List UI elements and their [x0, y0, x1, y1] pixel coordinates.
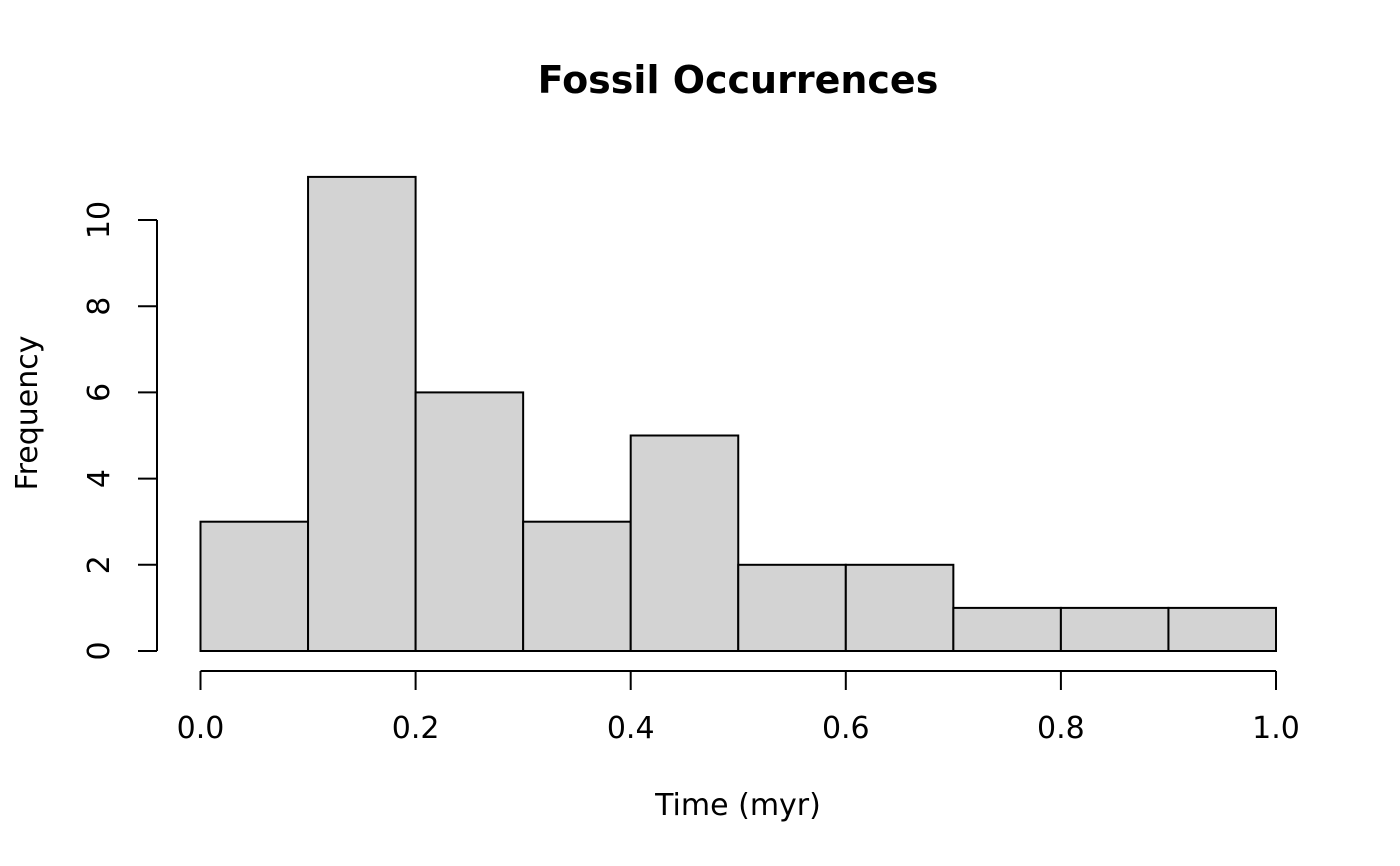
- x-tick-label-4: 0.8: [1037, 711, 1085, 746]
- x-tick-label-1: 0.2: [392, 711, 440, 746]
- x-tick-label-2: 0.4: [607, 711, 655, 746]
- histogram-bar-3: [522, 520, 632, 653]
- x-tick-label-5: 1.0: [1252, 711, 1300, 746]
- histogram-bar-7: [952, 606, 1062, 653]
- bars-group: [199, 175, 1277, 653]
- y-tick-label-5: 10: [82, 201, 117, 239]
- histogram-bar-0: [199, 520, 310, 653]
- y-axis-label: Frequency: [10, 336, 45, 491]
- histogram-bar-5: [737, 563, 847, 652]
- histogram-bar-1: [307, 175, 417, 652]
- histogram-bar-8: [1059, 606, 1170, 653]
- x-tick-label-3: 0.6: [822, 711, 870, 746]
- y-tick-label-2: 4: [82, 469, 117, 488]
- y-tick-label-0: 0: [82, 641, 117, 660]
- histogram-bar-6: [844, 563, 955, 652]
- y-tick-label-4: 8: [82, 297, 117, 316]
- x-tick-label-0: 0.0: [177, 711, 225, 746]
- y-tick-label-1: 2: [82, 555, 117, 574]
- y-axis: 0 2 4 6 8 10: [82, 201, 158, 661]
- x-axis: 0.0 0.2 0.4 0.6 0.8 1.0: [177, 670, 1300, 746]
- histogram-bar-2: [414, 391, 525, 652]
- histogram-bar-9: [1167, 606, 1277, 653]
- chart-title: Fossil Occurrences: [538, 58, 939, 102]
- y-tick-label-3: 6: [82, 383, 117, 402]
- histogram-bar-4: [629, 434, 740, 652]
- x-axis-label: Time (myr): [654, 788, 821, 823]
